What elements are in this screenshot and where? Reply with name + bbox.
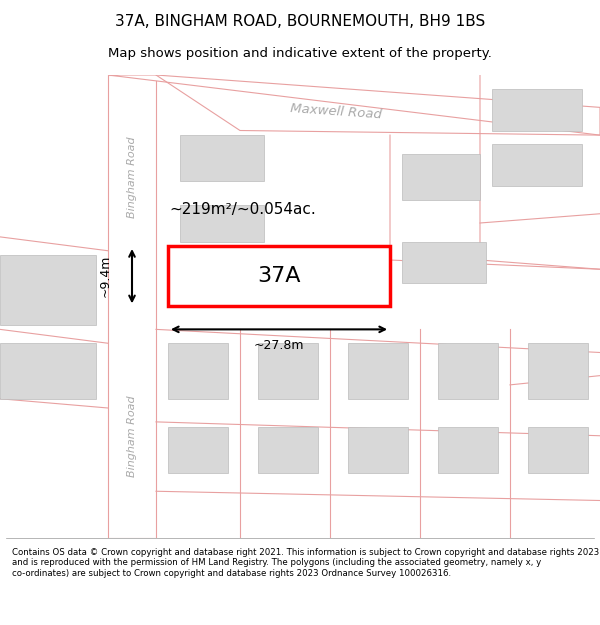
Text: Maxwell Road: Maxwell Road	[290, 102, 382, 122]
Text: ~9.4m: ~9.4m	[98, 255, 112, 298]
Bar	[168, 246, 390, 306]
Text: Map shows position and indicative extent of the property.: Map shows position and indicative extent…	[108, 48, 492, 61]
Bar	[0, 256, 96, 325]
Text: Bingham Road: Bingham Road	[127, 136, 137, 218]
Bar	[528, 343, 588, 399]
Bar	[258, 426, 318, 472]
Bar	[348, 343, 408, 399]
Bar	[402, 154, 480, 200]
Polygon shape	[108, 75, 600, 135]
Text: Contains OS data © Crown copyright and database right 2021. This information is : Contains OS data © Crown copyright and d…	[12, 548, 599, 578]
Polygon shape	[108, 75, 156, 538]
Text: Bingham Road: Bingham Road	[127, 395, 137, 476]
Bar	[0, 343, 96, 399]
Text: 37A, BINGHAM ROAD, BOURNEMOUTH, BH9 1BS: 37A, BINGHAM ROAD, BOURNEMOUTH, BH9 1BS	[115, 14, 485, 29]
Bar	[402, 241, 486, 283]
Bar	[438, 343, 498, 399]
Bar	[168, 343, 228, 399]
Text: ~219m²/~0.054ac.: ~219m²/~0.054ac.	[170, 202, 316, 217]
Bar	[492, 89, 582, 131]
Text: ~27.8m: ~27.8m	[254, 339, 304, 352]
Bar	[438, 426, 498, 472]
Bar	[180, 135, 264, 181]
Bar	[492, 144, 582, 186]
Bar	[348, 426, 408, 472]
Bar	[258, 343, 318, 399]
Bar	[168, 426, 228, 472]
Bar	[528, 426, 588, 472]
Bar	[180, 204, 264, 241]
Text: 37A: 37A	[257, 266, 301, 286]
